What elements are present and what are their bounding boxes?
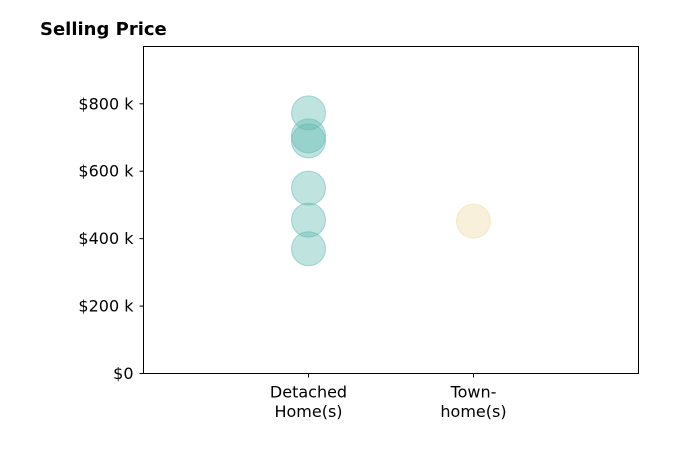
- data-point: [456, 203, 491, 239]
- x-tick-label: home(s): [440, 402, 506, 421]
- y-tick-label: $600 k: [78, 162, 134, 181]
- y-axis: $0 $200 k $400 k $600 k $800 k: [78, 94, 144, 383]
- data-point: [291, 202, 326, 238]
- y-tick-label: $0: [113, 364, 133, 383]
- data-point: [291, 123, 326, 159]
- x-tick-label: Detached: [270, 383, 347, 402]
- x-tick-label: Home(s): [274, 402, 342, 421]
- plot-frame: [143, 46, 639, 374]
- y-tick-label: $200 k: [78, 297, 134, 316]
- x-tick-label: Town-: [450, 383, 497, 402]
- data-points: [291, 95, 491, 267]
- y-tick-label: $400 k: [78, 229, 134, 248]
- data-point: [291, 170, 326, 206]
- data-point: [291, 231, 326, 267]
- data-point: [291, 118, 326, 154]
- y-tick-label: $800 k: [78, 94, 134, 113]
- chart-title: Selling Price: [40, 19, 167, 40]
